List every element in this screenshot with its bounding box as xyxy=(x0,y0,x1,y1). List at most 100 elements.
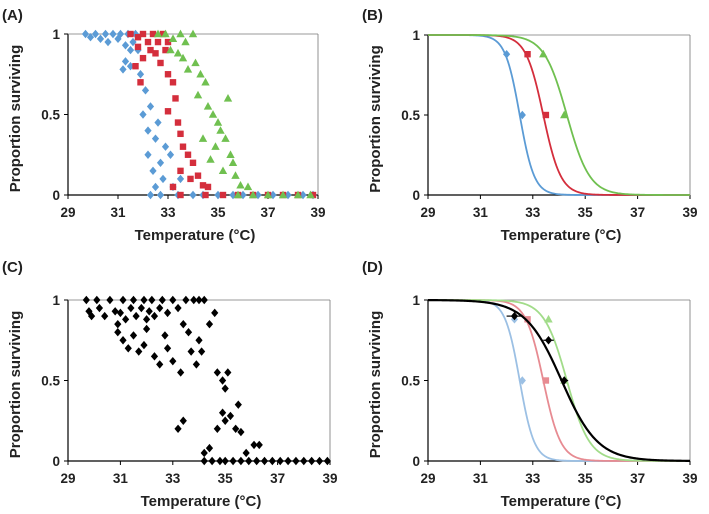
data-point xyxy=(140,295,148,305)
data-point xyxy=(524,316,531,323)
data-point xyxy=(163,308,172,318)
data-point xyxy=(239,190,247,200)
x-tick-label: 31 xyxy=(473,205,489,220)
panel-a: (A) 29 31 33 35 37 39 0 0.5 1 Temperature (°C) Pro… xyxy=(2,7,326,244)
y-tick-label: 1 xyxy=(52,293,60,308)
data-point xyxy=(205,443,214,453)
data-point xyxy=(153,29,163,38)
data-point xyxy=(200,448,208,458)
data-point xyxy=(156,303,164,313)
data-point xyxy=(114,34,122,44)
data-point xyxy=(221,416,229,425)
data-point xyxy=(221,384,229,393)
x-tick-label: 29 xyxy=(60,471,75,486)
x-tick-label: 37 xyxy=(260,205,275,220)
panel-label-d: (D) xyxy=(362,259,383,276)
data-point xyxy=(136,70,145,79)
data-point xyxy=(157,59,164,67)
y-tick-label: 1 xyxy=(52,27,60,42)
data-point xyxy=(154,118,162,127)
data-point xyxy=(179,416,187,425)
data-point xyxy=(199,182,207,189)
data-point xyxy=(195,336,203,345)
x-tick-label: 33 xyxy=(160,205,176,220)
data-point xyxy=(116,308,124,318)
data-point xyxy=(152,50,159,57)
data-point xyxy=(149,166,157,176)
data-point xyxy=(191,58,200,67)
data-point xyxy=(213,118,223,126)
series-1 xyxy=(428,34,690,196)
data-point xyxy=(223,94,233,102)
data-point xyxy=(309,191,317,199)
data-point xyxy=(234,400,242,409)
panel-c: (C) 29 31 33 35 37 39 0 0.5 1 Temperature (°C) Pro… xyxy=(2,259,338,510)
data-point xyxy=(139,54,147,62)
data-point xyxy=(151,182,160,192)
data-point xyxy=(323,456,331,466)
data-point xyxy=(156,158,165,167)
x-tick-label: 37 xyxy=(630,471,645,486)
data-point xyxy=(95,303,104,313)
data-point xyxy=(116,29,125,39)
data-point xyxy=(172,95,179,102)
x-tick-label: 29 xyxy=(420,471,435,486)
data-point xyxy=(544,336,553,345)
data-point xyxy=(188,29,198,38)
x-axis-title: Temperature (°C) xyxy=(141,493,262,510)
fitted-curve xyxy=(427,299,691,462)
data-point xyxy=(168,34,178,43)
data-point xyxy=(263,190,273,199)
data-point xyxy=(198,134,208,142)
data-point xyxy=(518,376,526,385)
data-point xyxy=(177,167,184,175)
data-point xyxy=(174,119,182,126)
data-point xyxy=(292,456,300,466)
data-point xyxy=(124,344,132,353)
x-tick-label: 29 xyxy=(420,205,435,220)
data-point xyxy=(237,427,245,437)
data-point xyxy=(82,295,90,305)
data-point xyxy=(205,319,214,329)
data-point xyxy=(122,315,130,324)
data-point xyxy=(177,130,184,138)
data-point xyxy=(221,456,229,466)
data-point xyxy=(164,108,172,115)
data-point xyxy=(184,151,192,158)
data-point xyxy=(127,30,134,38)
data-point xyxy=(195,295,203,305)
data-point xyxy=(187,347,195,356)
y-axis-title: Proportion surviving xyxy=(7,45,24,193)
data-point xyxy=(114,319,122,329)
data-point xyxy=(268,456,276,466)
data-point xyxy=(198,347,206,356)
x-tick-label: 35 xyxy=(578,471,594,486)
data-point xyxy=(148,295,156,305)
data-point xyxy=(132,63,139,70)
data-point xyxy=(150,352,159,361)
fitted-curve xyxy=(428,299,690,462)
data-point xyxy=(231,171,240,179)
data-point xyxy=(208,456,216,466)
x-tick-label: 31 xyxy=(473,471,489,486)
data-point xyxy=(539,49,548,58)
series-0 xyxy=(81,29,317,200)
x-tick-label: 39 xyxy=(682,471,697,486)
data-point xyxy=(119,336,127,345)
data-point xyxy=(135,347,143,356)
data-point xyxy=(93,295,101,305)
data-point xyxy=(129,295,138,305)
data-point xyxy=(300,456,308,466)
data-point xyxy=(96,34,105,44)
data-point xyxy=(126,45,135,55)
y-tick-label: 0.5 xyxy=(401,374,420,389)
data-point xyxy=(121,57,130,66)
data-point xyxy=(228,158,238,166)
data-point xyxy=(510,311,519,321)
data-point xyxy=(101,311,109,321)
data-point xyxy=(213,424,221,433)
series-2 xyxy=(153,29,315,199)
data-point xyxy=(150,311,159,321)
data-point xyxy=(306,190,315,199)
data-point xyxy=(242,448,250,458)
